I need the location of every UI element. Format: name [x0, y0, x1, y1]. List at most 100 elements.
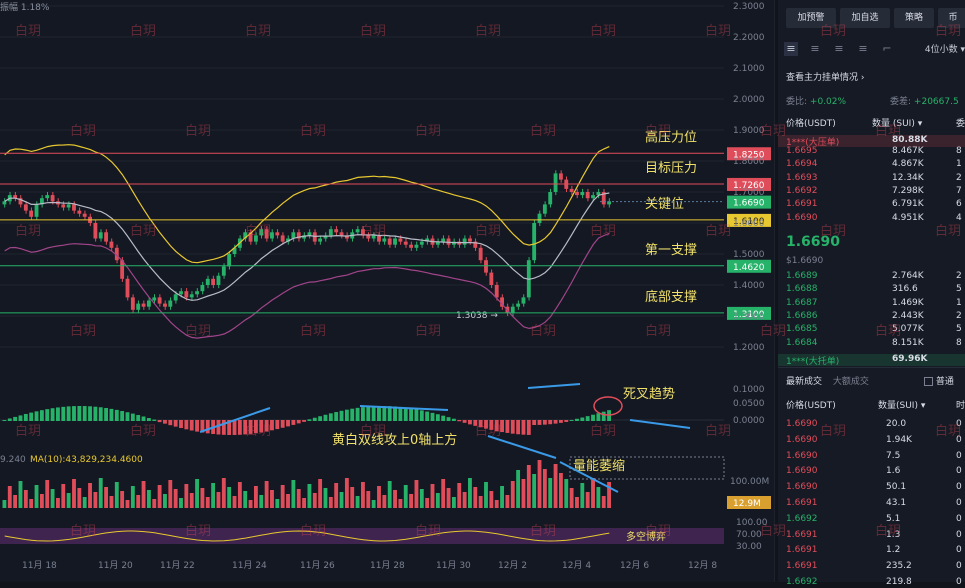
precision-select[interactable]: 4位小数 ▾ — [924, 45, 965, 55]
macd-bar — [23, 413, 28, 421]
order-row[interactable]: 1.6691 6.791K 6 — [786, 199, 962, 210]
macd-bar — [312, 417, 317, 421]
last-price: 1.6690 — [786, 234, 841, 250]
volume-bar — [109, 496, 114, 508]
volume-bar — [510, 481, 515, 508]
candle — [446, 238, 451, 245]
candle — [98, 232, 103, 239]
volume-bar — [591, 478, 595, 508]
volume-bar — [558, 473, 563, 508]
order-row[interactable]: 1.6687 1.469K 1 — [786, 297, 962, 308]
volume-bar — [130, 486, 135, 508]
macd-bar — [371, 406, 376, 421]
macd-bar — [152, 419, 157, 421]
macd-bar — [98, 407, 103, 421]
price-tick: 1.3000 — [733, 312, 765, 322]
volume-bar — [280, 485, 285, 508]
macd-bar — [484, 420, 488, 429]
price-tick: 1.8000 — [733, 157, 765, 167]
trade-row: 1.6691 43.1 0 — [786, 498, 962, 508]
order-row[interactable]: 1.6693 12.34K 2 — [786, 172, 962, 183]
volume-bar — [419, 489, 424, 508]
candle — [393, 238, 397, 245]
volume-bar — [473, 487, 478, 508]
add-watchlist-button[interactable]: 加自选 — [840, 8, 890, 28]
strategy-button[interactable]: 策略 — [894, 8, 934, 28]
candle — [200, 285, 205, 292]
candle — [104, 232, 109, 242]
volume-bar — [34, 485, 39, 508]
order-row[interactable]: 1.6689 2.764K 2 — [786, 271, 962, 281]
candle — [72, 204, 76, 211]
normal-filter-checkbox[interactable]: 普通 — [924, 376, 954, 388]
order-row[interactable]: 1.6688 316.6 5 — [786, 284, 962, 295]
macd-bar — [104, 407, 109, 421]
order-row[interactable]: 1.6686 2.443K 2 — [786, 310, 962, 321]
candle — [344, 235, 349, 239]
macd-bar — [173, 420, 178, 427]
price-tick: 1.2000 — [733, 343, 765, 353]
add-alert-button[interactable]: 加预警 — [786, 8, 836, 28]
book-bids-icon[interactable]: ≡ — [810, 42, 820, 55]
candle — [157, 297, 162, 304]
macd-bar — [553, 420, 558, 424]
candle — [136, 303, 141, 310]
macd-bar — [591, 414, 595, 421]
macd-bar — [205, 420, 210, 434]
candle — [591, 195, 595, 199]
tab-latest-trades[interactable]: 最新成交 — [786, 377, 823, 387]
candle — [39, 198, 44, 205]
candle — [114, 247, 119, 261]
macd-bar — [398, 406, 403, 421]
macd-bar — [414, 409, 419, 421]
volume-bar — [575, 497, 579, 508]
tab-large-trades[interactable]: 大额成交 — [832, 377, 869, 387]
level-tag — [727, 259, 771, 273]
macd-bar — [564, 420, 569, 422]
candle — [232, 247, 237, 254]
order-row[interactable]: 1.6692 7.298K 7 — [786, 185, 962, 196]
book-asks-icon[interactable]: ≡ — [834, 42, 844, 55]
rsi-tick: 70.00 — [736, 530, 762, 540]
candle — [243, 232, 248, 239]
macd-bar — [125, 412, 130, 421]
macd-bar — [221, 420, 226, 435]
volume-bar — [334, 483, 339, 508]
vol-left-label: 9.240 — [0, 455, 26, 465]
volume-bar — [275, 499, 280, 508]
volume-bar — [2, 500, 7, 508]
kline-chart[interactable]: 1.3038 → 1.8250 高压力位 1.7260 目标压力 1.6100 关键位 1.… — [0, 0, 775, 582]
volume-bar — [344, 478, 349, 508]
date-tick: 11月 22 — [160, 560, 195, 571]
volume-bar — [339, 492, 344, 508]
order-row[interactable]: 1.6694 4.867K 1 — [786, 159, 962, 170]
volume-bar — [350, 487, 355, 508]
macd-bar — [61, 406, 66, 421]
order-row[interactable]: 1.6684 8.151K 8 — [786, 337, 962, 348]
amplitude-label: 振幅 1.18% — [0, 3, 50, 13]
candle — [227, 254, 232, 267]
trade-row: 1.6690 7.5 0 — [786, 450, 962, 461]
book-both-icon[interactable]: ≡ — [784, 42, 798, 56]
expand-icon[interactable]: ⌐ — [882, 42, 892, 55]
date-tick: 11月 30 — [436, 560, 471, 571]
coin-button[interactable]: 币 — [938, 8, 965, 28]
candle — [34, 204, 39, 217]
macd-bar — [468, 420, 472, 425]
order-row[interactable]: 1.6690 4.951K 4 — [786, 212, 962, 223]
trade-row: 1.6691 1.3 0 — [786, 529, 962, 540]
macd-bar — [457, 420, 462, 422]
volume-bar — [312, 493, 317, 508]
order-row[interactable]: 1.6685 5.077K 5 — [786, 324, 962, 335]
order-row[interactable]: 1.6695 8.467K 8 — [786, 146, 962, 156]
main-orders-link[interactable]: 查看主力挂单情况 › — [786, 73, 865, 83]
macd-bar — [237, 420, 242, 435]
volume-bar — [435, 493, 440, 508]
volume-bar — [451, 497, 456, 508]
macd-bar — [425, 411, 430, 421]
volume-bar — [296, 489, 301, 508]
book-depth-icon[interactable]: ≡ — [858, 42, 868, 55]
date-tick: 12月 2 — [498, 560, 527, 571]
macd-bar — [318, 416, 323, 421]
volume-bar — [146, 490, 151, 508]
